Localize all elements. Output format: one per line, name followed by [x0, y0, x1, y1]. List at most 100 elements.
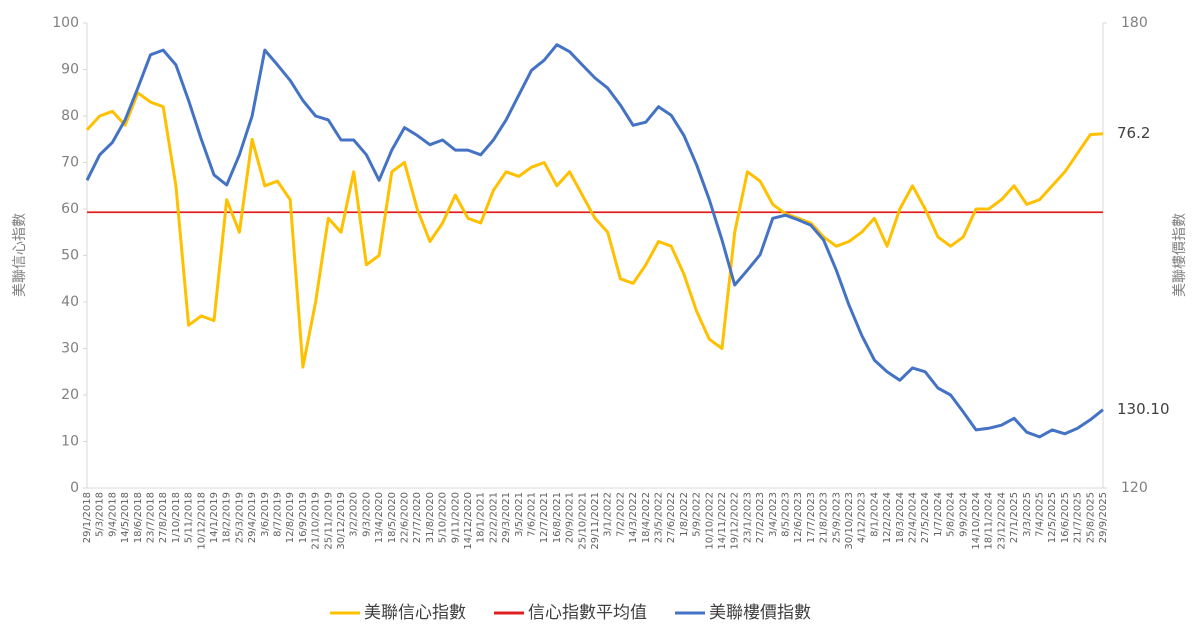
x-tick-label: 25/3/2019: [234, 492, 245, 543]
x-tick-label: 3/2/2020: [349, 492, 360, 537]
x-tick-label: 29/1/2018: [82, 492, 93, 543]
x-tick-label: 23/12/2024: [996, 492, 1007, 550]
x-tick-label: 18/4/2022: [641, 492, 652, 543]
y-tick-label: 50: [61, 248, 79, 264]
x-tick-label: 27/8/2018: [158, 492, 169, 543]
x-tick-label: 5/11/2018: [184, 492, 195, 543]
x-tick-label: 19/12/2022: [730, 492, 741, 550]
x-tick-label: 20/9/2021: [565, 492, 576, 543]
x-tick-label: 5/8/2024: [946, 492, 957, 537]
x-tick-label: 3/4/2023: [768, 492, 779, 537]
x-tick-label: 30/10/2023: [844, 492, 855, 550]
x-tick-label: 4/12/2023: [857, 492, 868, 543]
x-tick-label: 14/1/2019: [209, 492, 220, 543]
x-tick-label: 1/8/2022: [679, 492, 690, 537]
y-tick-label: 60: [61, 201, 79, 217]
x-tick-label: 8/7/2019: [273, 492, 284, 537]
x-tick-label: 9/3/2020: [361, 492, 372, 537]
x-tick-label: 14/11/2022: [717, 492, 728, 550]
x-tick-label: 25/10/2021: [577, 492, 588, 550]
x-tick-label: 29/11/2021: [590, 492, 601, 550]
x-tick-label: 18/1/2021: [476, 492, 487, 543]
x-tick-label: 14/5/2018: [120, 492, 131, 543]
x-tick-label: 16/9/2019: [298, 492, 309, 543]
x-tick-label: 9/11/2020: [450, 492, 461, 543]
x-tick-label: 1/10/2018: [171, 492, 182, 543]
x-tick-label: 9/4/2018: [107, 492, 118, 537]
x-tick-label: 21/7/2025: [1073, 492, 1084, 543]
x-tick-label: 1/7/2024: [933, 492, 944, 537]
x-tick-label: 29/9/2025: [1098, 492, 1109, 543]
x-tick-label: 12/6/2023: [793, 492, 804, 543]
end-label: 76.2: [1117, 124, 1150, 142]
x-tick-label: 18/5/2020: [387, 492, 398, 543]
line-series: [85, 91, 1104, 369]
x-tick-label: 31/8/2020: [425, 492, 436, 543]
x-tick-label: 14/12/2020: [463, 492, 474, 550]
legend-label: 信心指數平均值: [528, 603, 647, 623]
y2-axis-title: 美聯樓價指數: [1171, 213, 1188, 297]
y-tick-label: 70: [61, 155, 79, 171]
x-tick-label: 18/6/2018: [133, 492, 144, 543]
x-tick-label: 5/10/2020: [438, 492, 449, 543]
x-tick-label: 17/7/2023: [806, 492, 817, 543]
x-tick-label: 23/1/2023: [742, 492, 753, 543]
x-tick-label: 16/8/2021: [552, 492, 563, 543]
y-tick-label: 0: [70, 480, 79, 496]
y-tick-label: 30: [61, 341, 79, 357]
y-tick-label: 40: [61, 294, 79, 310]
x-tick-label: 14/3/2022: [628, 492, 639, 543]
line-series: [85, 43, 1104, 439]
x-tick-label: 13/4/2020: [374, 492, 385, 543]
x-tick-label: 27/1/2025: [1009, 492, 1020, 543]
y2-tick-label: 180: [1121, 15, 1148, 31]
x-tick-label: 8/1/2024: [869, 492, 880, 537]
x-tick-label: 25/8/2025: [1085, 492, 1096, 543]
x-tick-label: 10/10/2022: [704, 492, 715, 550]
x-tick-label: 12/5/2025: [1047, 492, 1058, 543]
y2-tick-label: 120: [1121, 480, 1148, 496]
legend-label: 美聯信心指數: [364, 603, 466, 623]
x-tick-label: 7/4/2025: [1035, 492, 1046, 537]
y-tick-label: 90: [61, 62, 79, 78]
y-tick-label: 80: [61, 108, 79, 124]
end-label: 130.10: [1117, 400, 1170, 418]
x-tick-label: 21/10/2019: [311, 492, 322, 550]
x-tick-label: 5/9/2022: [692, 492, 703, 537]
y-tick-label: 100: [52, 15, 79, 31]
x-tick-label: 22/4/2024: [908, 492, 919, 543]
x-tick-label: 27/5/2024: [920, 492, 931, 543]
x-tick-label: 18/3/2024: [895, 492, 906, 543]
x-tick-label: 30/12/2019: [336, 492, 347, 550]
legend-label: 美聯樓價指數: [709, 603, 811, 623]
x-tick-label: 25/9/2023: [831, 492, 842, 543]
x-tick-label: 18/11/2024: [984, 492, 995, 550]
x-tick-label: 3/1/2022: [603, 492, 614, 537]
x-tick-label: 27/2/2023: [755, 492, 766, 543]
x-tick-label: 7/6/2021: [527, 492, 538, 537]
x-tick-label: 29/3/2021: [501, 492, 512, 543]
x-tick-label: 7/2/2022: [615, 492, 626, 537]
x-tick-label: 5/3/2018: [95, 492, 106, 537]
x-tick-label: 21/8/2023: [819, 492, 830, 543]
x-tick-label: 10/12/2018: [196, 492, 207, 550]
x-tick-label: 23/5/2022: [654, 492, 665, 543]
y-axis-title: 美聯信心指數: [12, 213, 28, 297]
x-tick-label: 27/6/2022: [666, 492, 677, 543]
x-tick-label: 12/2/2024: [882, 492, 893, 543]
x-tick-label: 22/6/2020: [400, 492, 411, 543]
x-tick-label: 29/4/2019: [247, 492, 258, 543]
x-tick-label: 3/3/2025: [1022, 492, 1033, 537]
x-tick-label: 12/7/2021: [539, 492, 550, 543]
x-tick-label: 12/8/2019: [285, 492, 296, 543]
x-tick-label: 25/11/2019: [323, 492, 334, 550]
x-tick-label: 8/5/2023: [781, 492, 792, 537]
y-tick-label: 20: [61, 387, 79, 403]
x-tick-label: 3/5/2021: [514, 492, 525, 537]
x-tick-label: 16/6/2025: [1060, 492, 1071, 543]
x-tick-label: 22/2/2021: [488, 492, 499, 543]
x-tick-label: 14/10/2024: [971, 492, 982, 550]
x-tick-label: 27/7/2020: [412, 492, 423, 543]
x-tick-label: 23/7/2018: [146, 492, 157, 543]
